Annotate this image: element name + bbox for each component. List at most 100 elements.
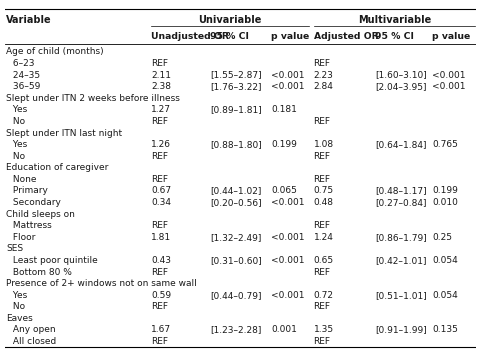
Text: 2.84: 2.84: [313, 82, 333, 91]
Text: <0.001: <0.001: [271, 198, 304, 207]
Text: 24–35: 24–35: [10, 71, 40, 79]
Text: <0.001: <0.001: [271, 233, 304, 242]
Text: REF: REF: [313, 152, 330, 161]
Text: REF: REF: [313, 175, 330, 184]
Text: 0.48: 0.48: [313, 198, 333, 207]
Text: [1.32–2.49]: [1.32–2.49]: [209, 233, 261, 242]
Text: Slept under ITN 2 weeks before illness: Slept under ITN 2 weeks before illness: [6, 94, 180, 103]
Text: 2.38: 2.38: [151, 82, 170, 91]
Text: 2.11: 2.11: [151, 71, 170, 79]
Text: REF: REF: [151, 117, 168, 126]
Text: Slept under ITN last night: Slept under ITN last night: [6, 129, 122, 137]
Text: 2.23: 2.23: [313, 71, 333, 79]
Text: [0.86–1.79]: [0.86–1.79]: [374, 233, 426, 242]
Text: 1.67: 1.67: [151, 325, 171, 334]
Text: No: No: [10, 152, 25, 161]
Text: 0.135: 0.135: [431, 325, 457, 334]
Text: <0.001: <0.001: [271, 82, 304, 91]
Text: Yes: Yes: [10, 140, 27, 149]
Text: Adjusted OR: Adjusted OR: [313, 32, 378, 41]
Text: [0.44–1.02]: [0.44–1.02]: [209, 187, 261, 195]
Text: REF: REF: [313, 117, 330, 126]
Text: 95 % CI: 95 % CI: [209, 32, 248, 41]
Text: [0.44–0.79]: [0.44–0.79]: [209, 291, 261, 300]
Text: REF: REF: [151, 175, 168, 184]
Text: [0.89–1.81]: [0.89–1.81]: [209, 105, 261, 114]
Text: [1.76–3.22]: [1.76–3.22]: [209, 82, 261, 91]
Text: Least poor quintile: Least poor quintile: [10, 256, 97, 265]
Text: 1.24: 1.24: [313, 233, 333, 242]
Text: [0.51–1.01]: [0.51–1.01]: [374, 291, 426, 300]
Text: <0.001: <0.001: [431, 82, 465, 91]
Text: [1.55–2.87]: [1.55–2.87]: [209, 71, 261, 79]
Text: 0.065: 0.065: [271, 187, 296, 195]
Text: REF: REF: [151, 267, 168, 276]
Text: 1.26: 1.26: [151, 140, 170, 149]
Text: 0.010: 0.010: [431, 198, 457, 207]
Text: 0.199: 0.199: [431, 187, 457, 195]
Text: REF: REF: [313, 221, 330, 230]
Text: <0.001: <0.001: [271, 291, 304, 300]
Text: REF: REF: [313, 59, 330, 68]
Text: 0.054: 0.054: [431, 291, 456, 300]
Text: p value: p value: [271, 32, 309, 41]
Text: No: No: [10, 117, 25, 126]
Text: Bottom 80 %: Bottom 80 %: [10, 267, 72, 276]
Text: 0.199: 0.199: [271, 140, 296, 149]
Text: Variable: Variable: [6, 15, 52, 25]
Text: [0.27–0.84]: [0.27–0.84]: [374, 198, 425, 207]
Text: 1.35: 1.35: [313, 325, 333, 334]
Text: 0.75: 0.75: [313, 187, 333, 195]
Text: None: None: [10, 175, 36, 184]
Text: <0.001: <0.001: [431, 71, 465, 79]
Text: Floor: Floor: [10, 233, 36, 242]
Text: REF: REF: [151, 337, 168, 346]
Text: 1.27: 1.27: [151, 105, 170, 114]
Text: 0.65: 0.65: [313, 256, 333, 265]
Text: Education of caregiver: Education of caregiver: [6, 163, 108, 172]
Text: [0.42–1.01]: [0.42–1.01]: [374, 256, 425, 265]
Text: 0.765: 0.765: [431, 140, 457, 149]
Text: [0.48–1.17]: [0.48–1.17]: [374, 187, 426, 195]
Text: REF: REF: [313, 267, 330, 276]
Text: [2.04–3.95]: [2.04–3.95]: [374, 82, 425, 91]
Text: 0.34: 0.34: [151, 198, 170, 207]
Text: Multivariable: Multivariable: [357, 15, 430, 25]
Text: <0.001: <0.001: [271, 71, 304, 79]
Text: REF: REF: [151, 302, 168, 311]
Text: REF: REF: [313, 302, 330, 311]
Text: [0.88–1.80]: [0.88–1.80]: [209, 140, 261, 149]
Text: Eaves: Eaves: [6, 314, 33, 323]
Text: 0.181: 0.181: [271, 105, 296, 114]
Text: 1.81: 1.81: [151, 233, 171, 242]
Text: [0.91–1.99]: [0.91–1.99]: [374, 325, 426, 334]
Text: 0.001: 0.001: [271, 325, 296, 334]
Text: 1.08: 1.08: [313, 140, 333, 149]
Text: 0.054: 0.054: [431, 256, 456, 265]
Text: 0.67: 0.67: [151, 187, 171, 195]
Text: REF: REF: [313, 337, 330, 346]
Text: SES: SES: [6, 245, 24, 253]
Text: Child sleeps on: Child sleeps on: [6, 210, 75, 219]
Text: 0.59: 0.59: [151, 291, 171, 300]
Text: 95 % CI: 95 % CI: [374, 32, 413, 41]
Text: Age of child (months): Age of child (months): [6, 47, 104, 57]
Text: REF: REF: [151, 152, 168, 161]
Text: All closed: All closed: [10, 337, 56, 346]
Text: 0.43: 0.43: [151, 256, 170, 265]
Text: Any open: Any open: [10, 325, 56, 334]
Text: [0.64–1.84]: [0.64–1.84]: [374, 140, 425, 149]
Text: Univariable: Univariable: [198, 15, 261, 25]
Text: Secondary: Secondary: [10, 198, 61, 207]
Text: [1.60–3.10]: [1.60–3.10]: [374, 71, 426, 79]
Text: <0.001: <0.001: [271, 256, 304, 265]
Text: 36–59: 36–59: [10, 82, 40, 91]
Text: REF: REF: [151, 221, 168, 230]
Text: Mattress: Mattress: [10, 221, 52, 230]
Text: Yes: Yes: [10, 105, 27, 114]
Text: [0.31–0.60]: [0.31–0.60]: [209, 256, 261, 265]
Text: 0.72: 0.72: [313, 291, 333, 300]
Text: Primary: Primary: [10, 187, 48, 195]
Text: REF: REF: [151, 59, 168, 68]
Text: p value: p value: [431, 32, 469, 41]
